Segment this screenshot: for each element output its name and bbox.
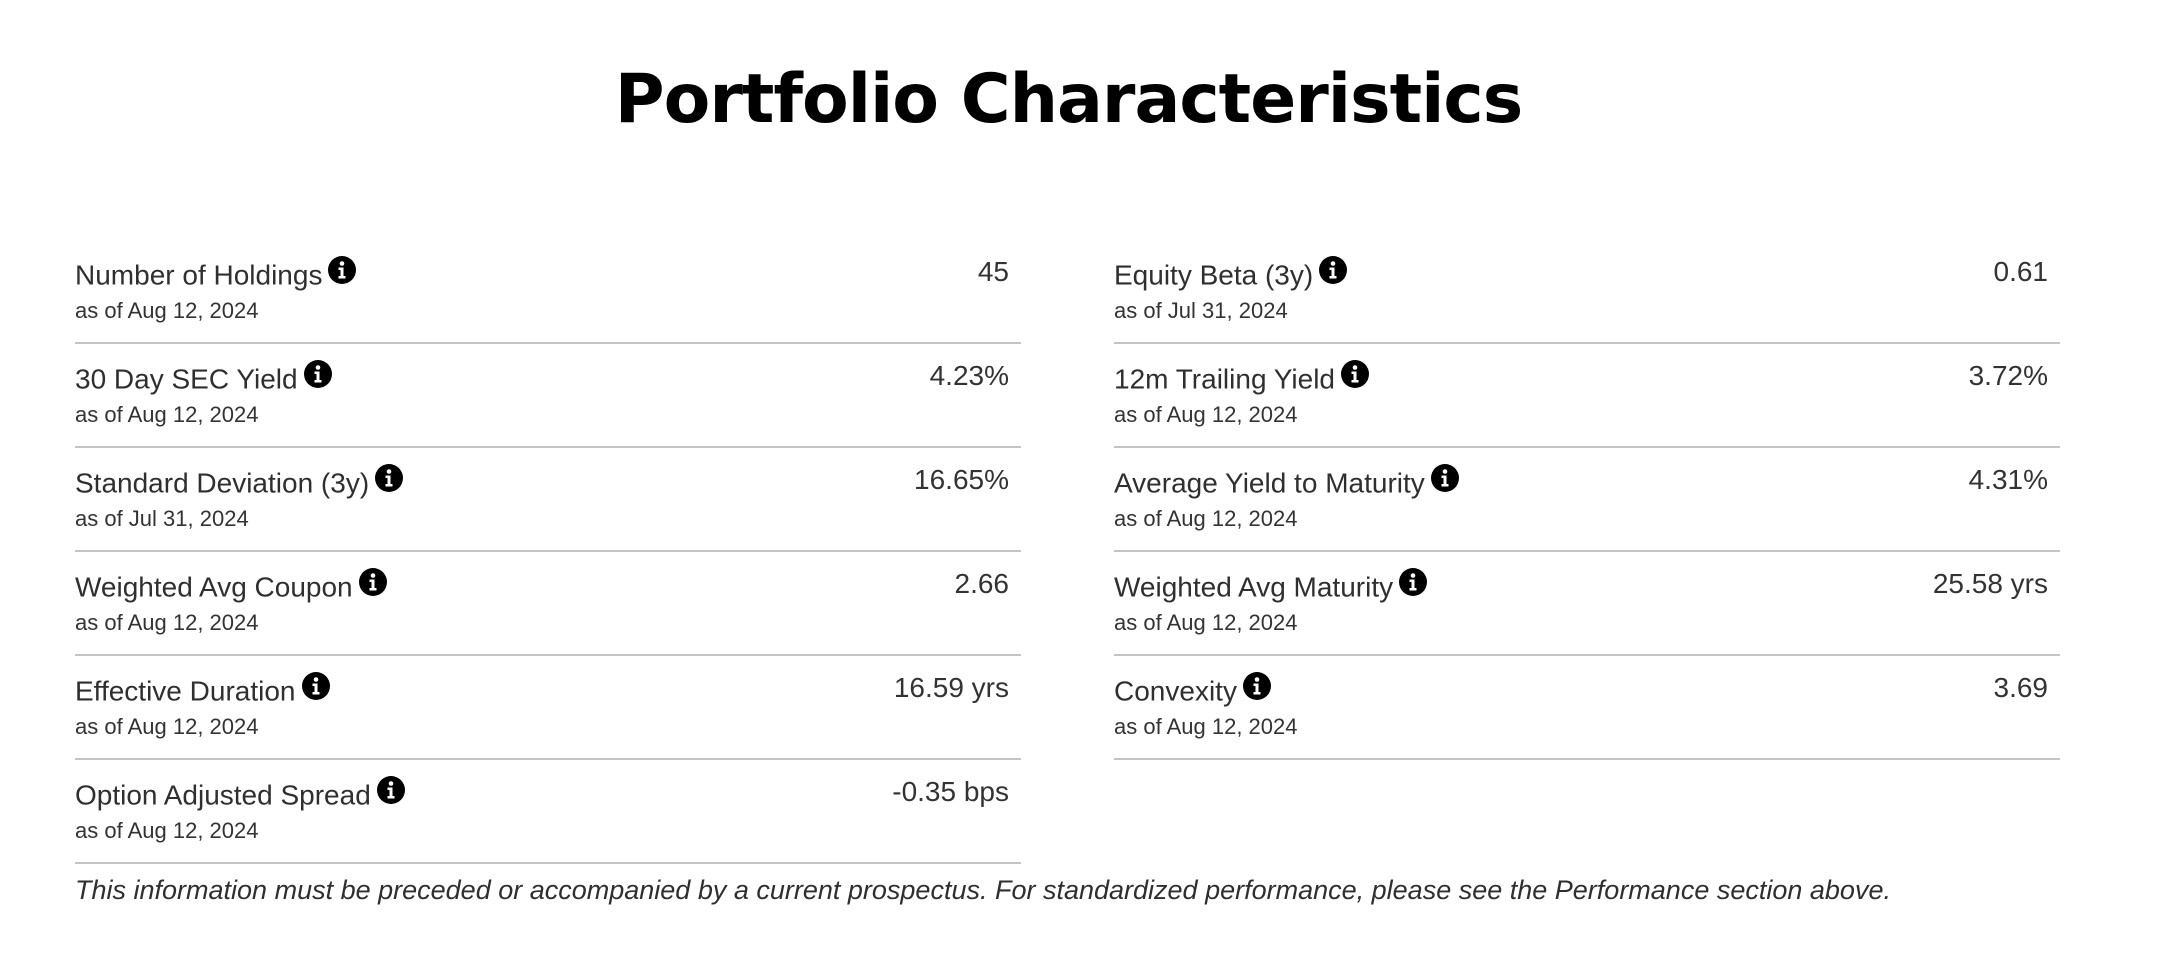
characteristic-label: Number of Holdings bbox=[75, 259, 323, 291]
characteristic-label: Weighted Avg Maturity bbox=[1114, 571, 1394, 603]
characteristic-value: 4.23% bbox=[929, 360, 1009, 391]
as-of-date: as of Aug 12, 2024 bbox=[75, 402, 259, 427]
as-of-date: as of Aug 12, 2024 bbox=[75, 818, 259, 843]
characteristic-value: 0.61 bbox=[1993, 256, 2049, 287]
characteristic-label: 30 Day SEC Yield bbox=[75, 363, 298, 395]
as-of-date: as of Aug 12, 2024 bbox=[1114, 714, 1298, 739]
characteristics-left-column: Number of Holdings as of Aug 12, 2024 45… bbox=[75, 240, 1021, 864]
as-of-date: as of Jul 31, 2024 bbox=[75, 506, 249, 531]
page-title: Portfolio Characteristics bbox=[614, 60, 1523, 139]
characteristic-value: 16.59 yrs bbox=[893, 672, 1009, 703]
characteristic-row-number-of-holdings: Number of Holdings as of Aug 12, 2024 45 bbox=[75, 240, 1021, 344]
as-of-date: as of Aug 12, 2024 bbox=[75, 610, 259, 635]
info-icon[interactable] bbox=[358, 567, 387, 596]
info-icon[interactable] bbox=[1319, 255, 1348, 284]
characteristic-row-weighted-avg-maturity: Weighted Avg Maturity as of Aug 12, 2024… bbox=[1114, 552, 2060, 656]
characteristic-label: Option Adjusted Spread bbox=[75, 779, 371, 811]
info-icon[interactable] bbox=[375, 463, 404, 492]
characteristic-row-standard-deviation: Standard Deviation (3y) as of Jul 31, 20… bbox=[75, 448, 1021, 552]
characteristic-label: Convexity bbox=[1114, 675, 1237, 707]
as-of-date: as of Jul 31, 2024 bbox=[1114, 298, 1288, 323]
characteristic-label: 12m Trailing Yield bbox=[1114, 363, 1336, 395]
characteristic-label: Weighted Avg Coupon bbox=[75, 571, 353, 603]
as-of-date: as of Aug 12, 2024 bbox=[1114, 402, 1298, 427]
info-icon[interactable] bbox=[1399, 567, 1428, 596]
characteristic-value: 2.66 bbox=[954, 568, 1010, 599]
characteristic-row-30-day-sec-yield: 30 Day SEC Yield as of Aug 12, 2024 4.23… bbox=[75, 344, 1021, 448]
info-icon[interactable] bbox=[301, 671, 330, 700]
as-of-date: as of Aug 12, 2024 bbox=[75, 298, 259, 323]
characteristic-label: Equity Beta (3y) bbox=[1114, 259, 1314, 291]
characteristic-label: Effective Duration bbox=[75, 675, 296, 707]
info-icon[interactable] bbox=[1242, 671, 1271, 700]
characteristic-value: 16.65% bbox=[914, 464, 1009, 495]
characteristics-right-column: Equity Beta (3y) as of Jul 31, 2024 0.61… bbox=[1114, 240, 2060, 760]
characteristic-label: Average Yield to Maturity bbox=[1114, 467, 1425, 499]
characteristic-row-weighted-avg-coupon: Weighted Avg Coupon as of Aug 12, 2024 2… bbox=[75, 552, 1021, 656]
info-icon[interactable] bbox=[303, 359, 332, 388]
info-icon[interactable] bbox=[328, 255, 357, 284]
info-icon[interactable] bbox=[376, 775, 405, 804]
characteristic-value: 4.31% bbox=[1968, 464, 2048, 495]
characteristic-value: 45 bbox=[977, 256, 1009, 287]
as-of-date: as of Aug 12, 2024 bbox=[1114, 506, 1298, 531]
characteristic-row-12m-trailing-yield: 12m Trailing Yield as of Aug 12, 2024 3.… bbox=[1114, 344, 2060, 448]
characteristic-value: 3.69 bbox=[1993, 672, 2049, 703]
info-icon[interactable] bbox=[1430, 463, 1459, 492]
as-of-date: as of Aug 12, 2024 bbox=[1114, 610, 1298, 635]
prospectus-disclaimer: This information must be preceded or acc… bbox=[75, 875, 1891, 905]
characteristic-value: -0.35 bps bbox=[892, 776, 1009, 807]
characteristic-value: 25.58 yrs bbox=[1932, 568, 2048, 599]
info-icon[interactable] bbox=[1341, 359, 1370, 388]
characteristic-row-convexity: Convexity as of Aug 12, 2024 3.69 bbox=[1114, 656, 2060, 760]
characteristic-row-option-adjusted-spread: Option Adjusted Spread as of Aug 12, 202… bbox=[75, 760, 1021, 864]
characteristic-label: Standard Deviation (3y) bbox=[75, 467, 370, 499]
characteristic-row-equity-beta: Equity Beta (3y) as of Jul 31, 2024 0.61 bbox=[1114, 240, 2060, 344]
characteristic-row-effective-duration: Effective Duration as of Aug 12, 2024 16… bbox=[75, 656, 1021, 760]
characteristic-value: 3.72% bbox=[1968, 360, 2048, 391]
characteristic-row-average-yield-to-maturity: Average Yield to Maturity as of Aug 12, … bbox=[1114, 448, 2060, 552]
as-of-date: as of Aug 12, 2024 bbox=[75, 714, 259, 739]
